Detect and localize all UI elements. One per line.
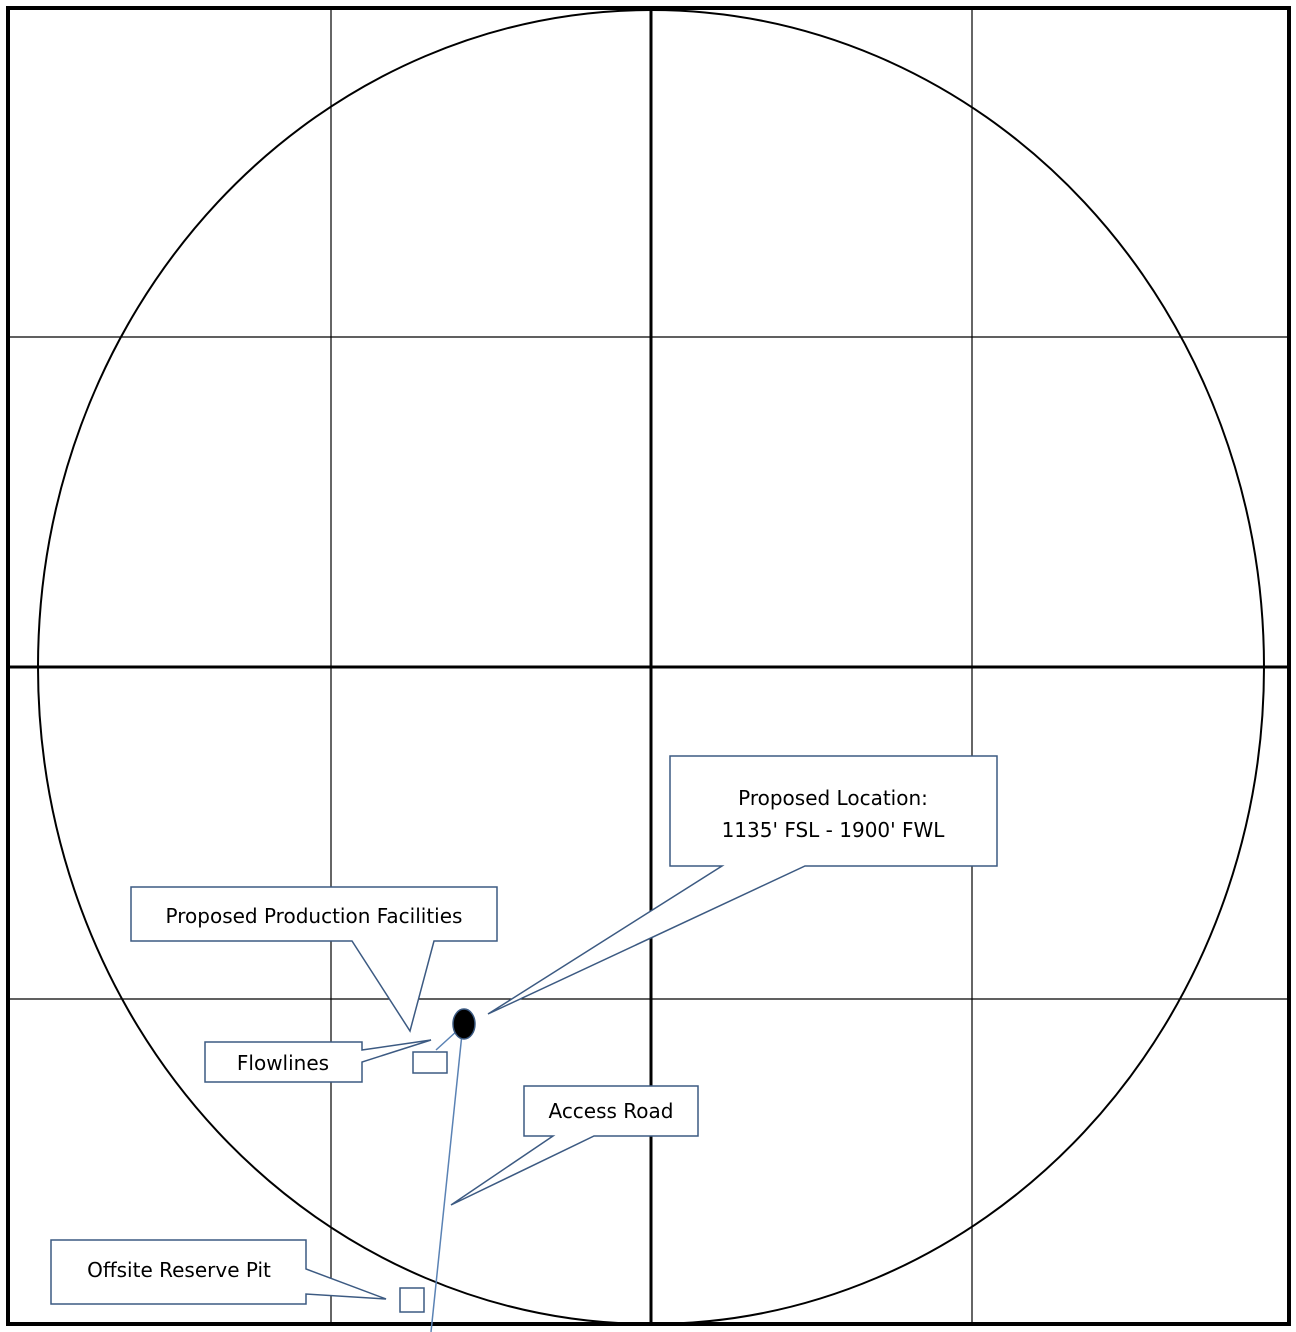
proposed-well-marker (452, 1008, 476, 1040)
callout-access-road-label: Access Road (548, 1099, 673, 1123)
reserve-pit-marker (399, 1287, 425, 1313)
access-road-line (430, 1023, 464, 1332)
flowline-segment (435, 1029, 459, 1051)
callout-proposed-location: Proposed Location: 1135' FSL - 1900' FWL (487, 755, 998, 1015)
callout-production-facilities-box (130, 886, 498, 1033)
callout-offsite-reserve-pit-label: Offsite Reserve Pit (87, 1258, 271, 1282)
callout-flowlines-label: Flowlines (237, 1051, 329, 1075)
callout-production-facilities: Proposed Production Facilities (130, 886, 498, 1033)
callout-offsite-reserve-pit-box (50, 1239, 387, 1305)
production-facility-marker (412, 1051, 448, 1074)
callout-flowlines-box (204, 1039, 432, 1083)
callout-production-facilities-label: Proposed Production Facilities (166, 904, 463, 928)
radius-circle (37, 9, 1265, 1325)
callout-offsite-reserve-pit: Offsite Reserve Pit (50, 1239, 387, 1305)
callout-proposed-location-line1: Proposed Location: (738, 786, 928, 810)
callout-access-road: Access Road (450, 1085, 699, 1206)
callout-proposed-location-box (487, 755, 998, 1015)
callout-access-road-box (450, 1085, 699, 1206)
callout-flowlines: Flowlines (204, 1039, 432, 1083)
callout-proposed-location-line2: 1135' FSL - 1900' FWL (722, 818, 946, 842)
